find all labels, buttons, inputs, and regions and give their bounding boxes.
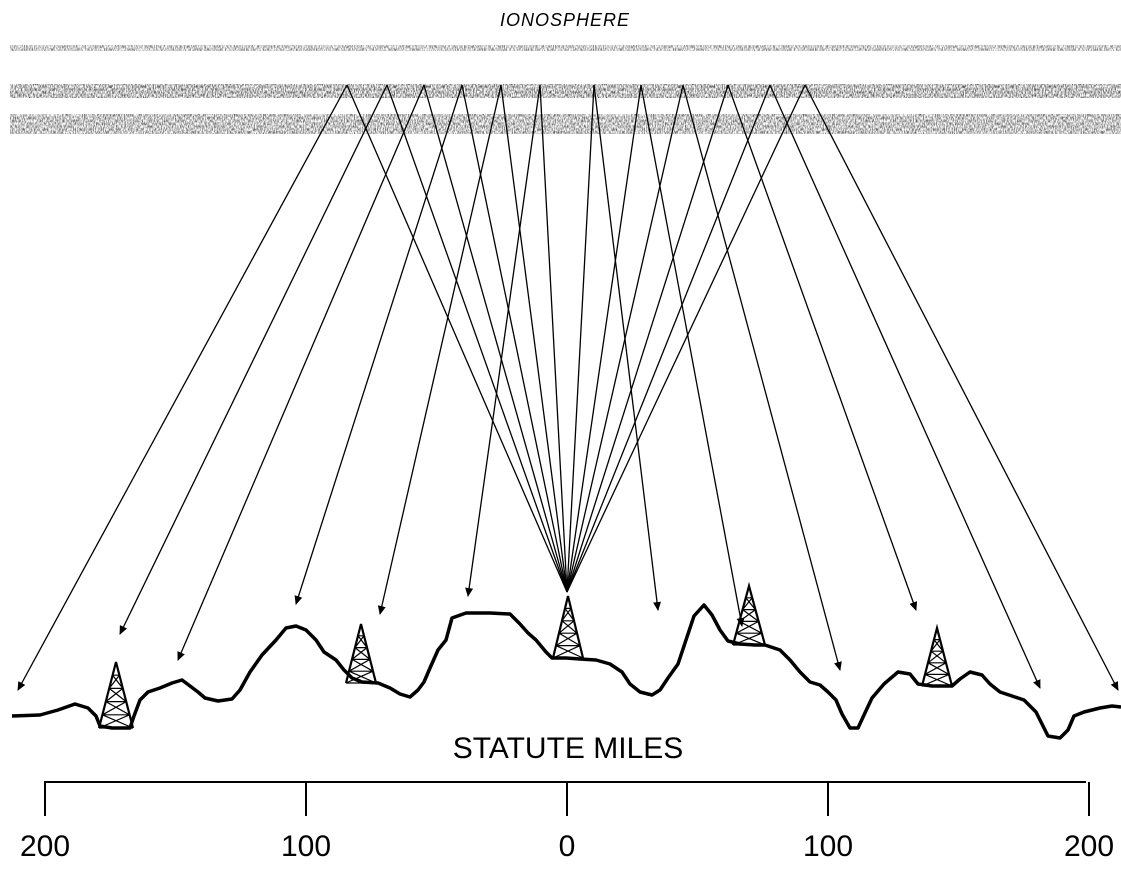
ray-up-11 xyxy=(566,84,771,593)
axis-tick-label-4: 100 xyxy=(803,830,853,863)
ray-down-3 xyxy=(177,84,425,661)
ionosphere-layers xyxy=(10,45,1121,134)
ionosphere-layer-lower xyxy=(10,114,1121,134)
ray-down-2 xyxy=(119,84,388,635)
ray-up-12 xyxy=(566,84,806,593)
transmitter-towers xyxy=(97,581,954,729)
ray-up-6 xyxy=(539,84,568,593)
ray-up-4 xyxy=(461,84,568,593)
distance-axis: 200 100 0 100 200 xyxy=(20,781,1114,863)
ray-down-10 xyxy=(727,84,918,611)
radio-rays xyxy=(17,84,1119,691)
ray-down-7 xyxy=(593,84,662,611)
axis-title: STATUTE MILES xyxy=(453,732,684,765)
ray-up-8 xyxy=(566,84,642,593)
ray-up-7 xyxy=(566,84,595,593)
ray-down-5 xyxy=(377,84,502,615)
ray-up-3 xyxy=(423,84,568,593)
ray-down-8 xyxy=(640,84,745,627)
tower-right-near xyxy=(731,581,767,646)
ray-up-10 xyxy=(566,84,729,593)
tower-transmitter xyxy=(551,595,585,659)
ray-up-9 xyxy=(566,84,684,593)
ray-down-9 xyxy=(682,84,842,671)
axis-tick-label-5: 200 xyxy=(1064,830,1114,863)
ionosphere-layer-upper xyxy=(10,45,1121,51)
axis-tick-label-1: 200 xyxy=(20,830,70,863)
axis-tick-label-2: 100 xyxy=(281,830,331,863)
ray-down-12 xyxy=(804,84,1119,691)
axis-tick-label-3: 0 xyxy=(559,830,576,863)
tower-right-far xyxy=(920,623,954,687)
ray-up-5 xyxy=(500,84,568,593)
ray-down-6 xyxy=(465,84,541,597)
ray-up-1 xyxy=(346,84,568,593)
ray-down-4 xyxy=(294,84,463,605)
ionosphere-label: IONOSPHERE xyxy=(500,10,630,30)
ionosphere-layer-middle xyxy=(10,84,1121,98)
tower-left-far xyxy=(97,661,135,729)
ray-down-1 xyxy=(17,84,348,691)
tower-left-near xyxy=(344,623,378,684)
ray-up-2 xyxy=(386,84,568,593)
ray-down-11 xyxy=(769,84,1041,689)
